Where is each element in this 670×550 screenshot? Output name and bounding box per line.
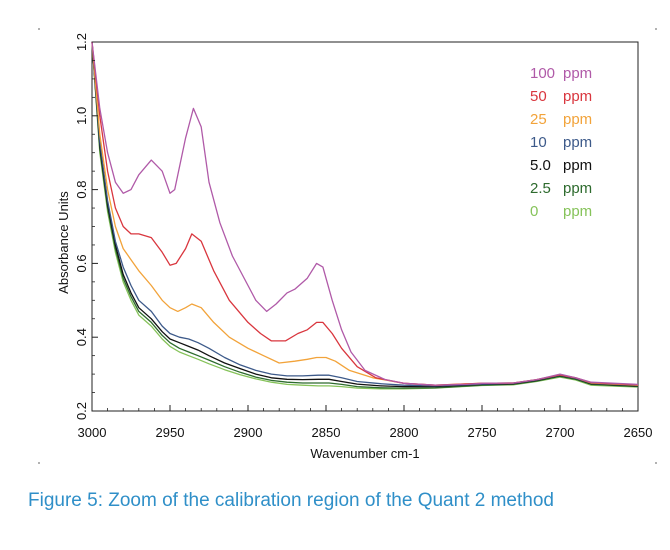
legend-unit: ppm: [563, 157, 592, 174]
legend-value-0: 0: [530, 203, 538, 220]
legend-value-2-5: 2.5: [530, 180, 551, 197]
y-tick-label: 0.2: [74, 402, 89, 420]
x-tick-label: 2750: [468, 425, 497, 440]
legend: 100 ppm 50 ppm 25 ppm 10 ppm 5.0 ppm 2.5 ppm 0 ppm: [530, 65, 592, 220]
series-line-0-ppm: [91, 41, 639, 390]
series-line-10-ppm: [91, 41, 639, 387]
corner-dot-bottom-right: [655, 462, 657, 464]
legend-unit: ppm: [563, 180, 592, 197]
y-tick-label: 1.0: [74, 107, 89, 125]
x-tick-label: 3000: [78, 425, 107, 440]
legend-unit: ppm: [563, 111, 592, 128]
legend-value-50: 50: [530, 88, 547, 105]
x-tick-label: 2850: [312, 425, 341, 440]
x-tick-label: 2650: [624, 425, 653, 440]
plot-border: [91, 41, 639, 412]
corner-dot-top-right: [655, 28, 657, 30]
y-tick-label: 0.8: [74, 181, 89, 199]
legend-value-5-0: 5.0: [530, 157, 551, 174]
legend-unit: ppm: [563, 134, 592, 151]
figure-caption: Figure 5: Zoom of the calibration region…: [28, 490, 554, 511]
absorbance-chart: 3000 2950 2900 2850 2800 2750 2700 2650 0.2 0.4 0.…: [56, 33, 652, 461]
x-tick-label: 2950: [156, 425, 185, 440]
y-axis-title: Absorbance Units: [56, 191, 71, 294]
tick-layer: 3000 2950 2900 2850 2800 2750 2700 2650 0.2 0.4 0.…: [74, 33, 652, 440]
x-tick-label: 2800: [390, 425, 419, 440]
y-tick-label: 0.6: [74, 254, 89, 272]
legend-unit: ppm: [563, 65, 592, 82]
series-layer: [91, 41, 639, 390]
corner-dot-top-left: [38, 28, 40, 30]
legend-value-100: 100: [530, 65, 555, 82]
series-line-50-ppm: [91, 41, 639, 386]
x-axis-title: Wavenumber cm-1: [310, 446, 419, 461]
x-tick-label: 2700: [546, 425, 575, 440]
series-line-25-ppm: [91, 41, 639, 386]
corner-dot-bottom-left: [38, 462, 40, 464]
y-tick-label: 0.4: [74, 328, 89, 346]
series-line-2-5-ppm: [91, 41, 639, 389]
x-tick-label: 2900: [234, 425, 263, 440]
legend-unit: ppm: [563, 88, 592, 105]
plot-frame: [91, 41, 639, 412]
y-tick-label: 1.2: [74, 33, 89, 51]
series-line-100-ppm: [91, 41, 639, 386]
legend-value-25: 25: [530, 111, 547, 128]
legend-value-10: 10: [530, 134, 547, 151]
legend-unit: ppm: [563, 203, 592, 220]
